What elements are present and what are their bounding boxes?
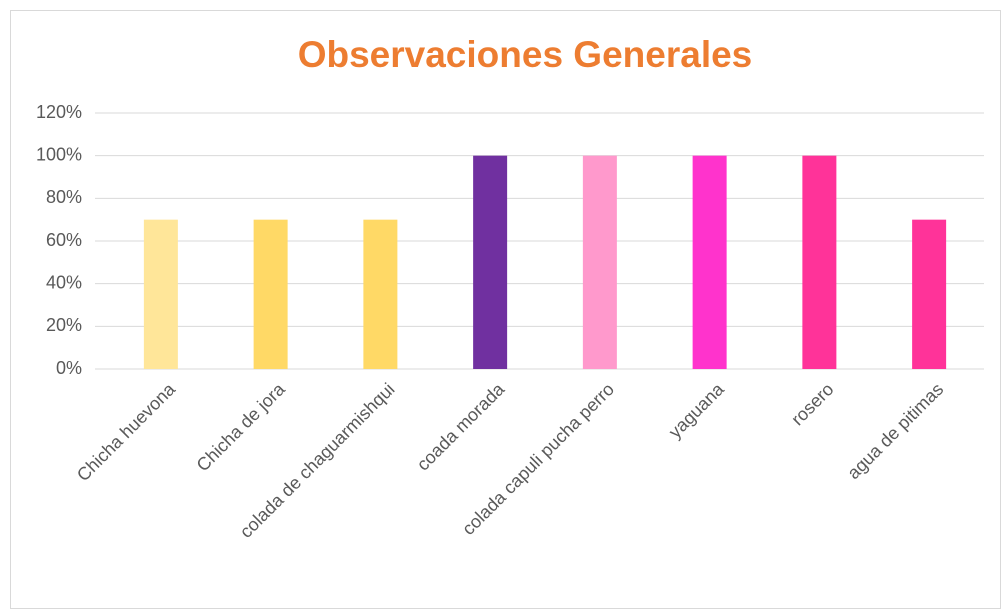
y-tick-label: 80% (46, 187, 82, 207)
bar (143, 219, 178, 369)
bar (912, 219, 947, 369)
y-tick-label: 120% (36, 102, 82, 122)
bar (582, 155, 617, 369)
y-tick-label: 0% (56, 358, 82, 378)
y-tick-label: 40% (46, 272, 82, 292)
bar (363, 219, 398, 369)
y-tick-label: 60% (46, 230, 82, 250)
bar (802, 155, 837, 369)
bar (692, 155, 727, 369)
bar (253, 219, 288, 369)
y-tick-label: 100% (36, 144, 82, 164)
bar (473, 155, 508, 369)
y-tick-label: 20% (46, 315, 82, 335)
chart-title: Observaciones Generales (298, 34, 753, 75)
